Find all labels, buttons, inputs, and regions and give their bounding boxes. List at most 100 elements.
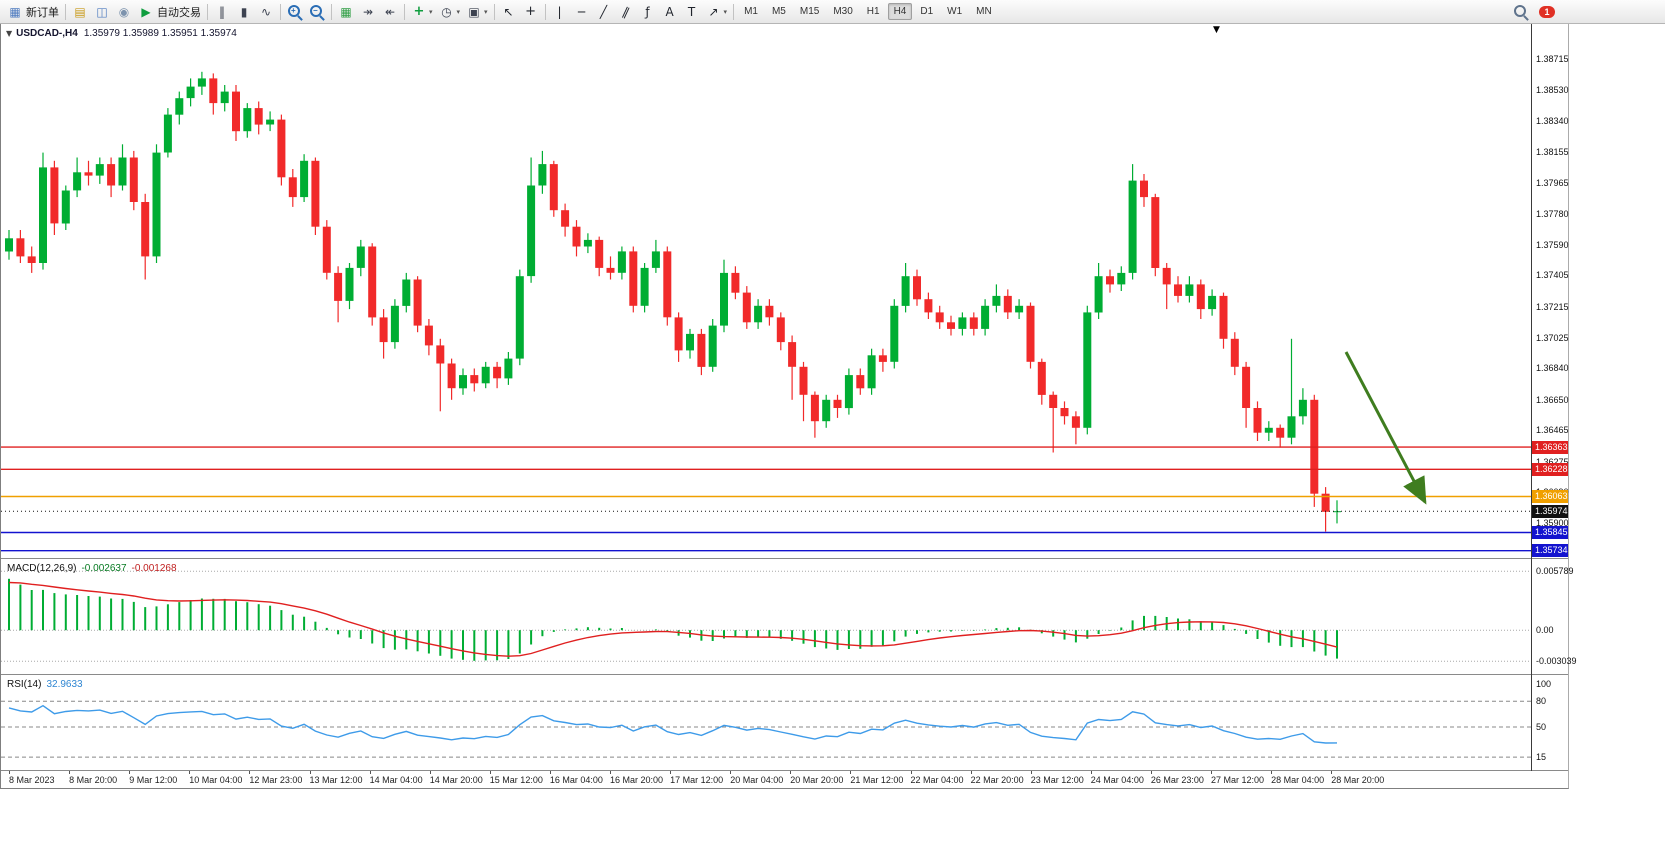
- new-order-button[interactable]: ▦ 新订单: [4, 2, 62, 22]
- market-watch-button[interactable]: ◫: [91, 2, 113, 22]
- candle: [254, 101, 263, 135]
- indicators-button[interactable]: + ▾: [408, 2, 436, 22]
- price-scale-label: 1.36275: [1536, 456, 1569, 467]
- time-axis-label: 20 Mar 20:00: [790, 775, 844, 785]
- history-center-button[interactable]: ▤: [69, 2, 91, 22]
- timeframe-m5-button[interactable]: M5: [771, 6, 786, 17]
- timeframe-m30-button[interactable]: M30: [833, 6, 853, 17]
- timeframe-w1-button[interactable]: W1: [947, 6, 963, 17]
- fibonacci-button[interactable]: ƒ: [637, 2, 659, 22]
- candle: [1276, 424, 1285, 448]
- panel-separator[interactable]: [1, 558, 1568, 559]
- candle: [799, 361, 808, 422]
- price-line-tag[interactable]: 1.36228: [1532, 462, 1568, 476]
- candlestick-chart-button[interactable]: ▮: [233, 2, 255, 22]
- periods-button[interactable]: ◷ ▾: [436, 2, 464, 22]
- search-icon[interactable]: [1513, 4, 1529, 20]
- candle: [572, 220, 581, 257]
- candle: [651, 239, 660, 273]
- time-axis-label: 14 Mar 04:00: [369, 775, 423, 785]
- macd-scale-label: 0.00: [1536, 625, 1554, 636]
- play-icon: ▶: [141, 4, 151, 19]
- candle: [1026, 302, 1035, 369]
- line-chart-button[interactable]: ∿: [255, 2, 277, 22]
- candle: [856, 368, 865, 395]
- rsi-indicator-panel[interactable]: [1, 676, 1531, 770]
- timeframe-d1-button[interactable]: D1: [920, 6, 934, 17]
- candle: [822, 394, 831, 428]
- time-axis[interactable]: 8 Mar 2023 8 Mar 20:00 9 Mar 12:00 10 Mar 0…: [1, 771, 1568, 789]
- candle: [1196, 279, 1205, 319]
- dropdown-caret-icon: ▾: [723, 7, 728, 16]
- bar-chart-button[interactable]: ‖: [211, 2, 233, 22]
- chart-shift-marker[interactable]: ▼: [1213, 25, 1220, 35]
- timeframe-m15-button[interactable]: M15: [799, 6, 820, 17]
- time-axis-label: 16 Mar 04:00: [549, 775, 603, 785]
- price-line-tag[interactable]: 1.35845: [1532, 525, 1568, 539]
- chart-shift-button[interactable]: ↞: [379, 2, 401, 22]
- macd-scale-label: 0.005789: [1536, 566, 1574, 577]
- zoom-in-button[interactable]: +: [284, 2, 306, 22]
- timeframe-mn-button[interactable]: MN: [976, 6, 992, 17]
- time-axis-tick: [1150, 771, 1152, 774]
- candle: [152, 144, 161, 263]
- data-window-button[interactable]: ◉: [113, 2, 135, 22]
- time-axis-tick: [670, 771, 672, 774]
- zoom-out-button[interactable]: −: [306, 2, 328, 22]
- zoom-in-icon: +: [287, 4, 303, 20]
- time-axis-label: 9 Mar 12:00: [129, 775, 178, 785]
- new-order-button-label: 新订单: [26, 6, 59, 19]
- text-button[interactable]: A: [659, 2, 681, 22]
- price-scale-label: 1.37780: [1536, 208, 1569, 219]
- trend-arrow-annotation[interactable]: [1344, 351, 1427, 505]
- time-axis-label: 28 Mar 20:00: [1331, 775, 1385, 785]
- horizontal-line-button[interactable]: ─: [571, 2, 593, 22]
- price-line-tag[interactable]: 1.36063: [1532, 490, 1568, 504]
- candle: [606, 256, 615, 280]
- tile-windows-button[interactable]: ▦: [335, 2, 357, 22]
- templates-button[interactable]: ▣ ▾: [463, 2, 491, 22]
- auto-scroll-button[interactable]: ↠: [357, 2, 379, 22]
- price-chart-area[interactable]: [1, 24, 1531, 558]
- dropdown-caret-icon: ▾: [484, 7, 488, 16]
- panel-separator[interactable]: [1, 674, 1568, 675]
- time-axis-tick: [850, 771, 852, 774]
- candle: [175, 91, 184, 125]
- panel-separator[interactable]: [1, 770, 1568, 771]
- time-axis-label: 8 Mar 2023: [9, 775, 55, 785]
- vertical-line-button[interactable]: |: [549, 2, 571, 22]
- crosshair-button[interactable]: +: [520, 2, 542, 22]
- candle: [334, 266, 343, 323]
- candle: [61, 185, 70, 230]
- autotrading-button[interactable]: ▶ 自动交易: [135, 2, 204, 22]
- macd-indicator-panel[interactable]: [1, 560, 1531, 674]
- trendline-button[interactable]: ╱: [593, 2, 615, 22]
- candle: [549, 160, 558, 217]
- time-axis-tick: [189, 771, 191, 774]
- timeframe-h4-button[interactable]: H4: [887, 3, 913, 20]
- cursor-button[interactable]: ↖: [498, 2, 520, 22]
- text-label-button[interactable]: T: [681, 2, 703, 22]
- candle: [1015, 299, 1024, 319]
- notification-badge[interactable]: 1: [1539, 6, 1555, 18]
- one-click-trading-toggle[interactable]: ▼: [6, 29, 13, 38]
- candle: [810, 391, 819, 438]
- timeframe-h1-button[interactable]: H1: [866, 6, 880, 17]
- candle: [935, 305, 944, 329]
- candle: [1242, 361, 1251, 428]
- toolbar-separator: [280, 3, 281, 20]
- price-line-tag[interactable]: 1.36363: [1532, 440, 1568, 454]
- arrows-button[interactable]: ↗ ▾: [703, 2, 731, 22]
- candle: [640, 263, 649, 313]
- price-line-tag[interactable]: 1.35734: [1532, 544, 1568, 558]
- chart-window: ▼ USDCAD-,H4 1.35979 1.35989 1.35951 1.359…: [0, 24, 1577, 789]
- toolbar-separator: [544, 3, 546, 20]
- candle: [481, 361, 490, 389]
- candle: [1003, 289, 1012, 319]
- price-axis[interactable]: 1.38715 1.38530 1.38340 1.38155 1.37965 1.377…: [1531, 24, 1577, 771]
- timeframe-m1-button[interactable]: M1: [744, 6, 758, 17]
- equidistant-channel-button[interactable]: ∥: [615, 2, 637, 22]
- candle: [686, 328, 694, 359]
- price-line-tag[interactable]: 1.35974: [1532, 504, 1568, 518]
- time-axis-tick: [489, 771, 491, 774]
